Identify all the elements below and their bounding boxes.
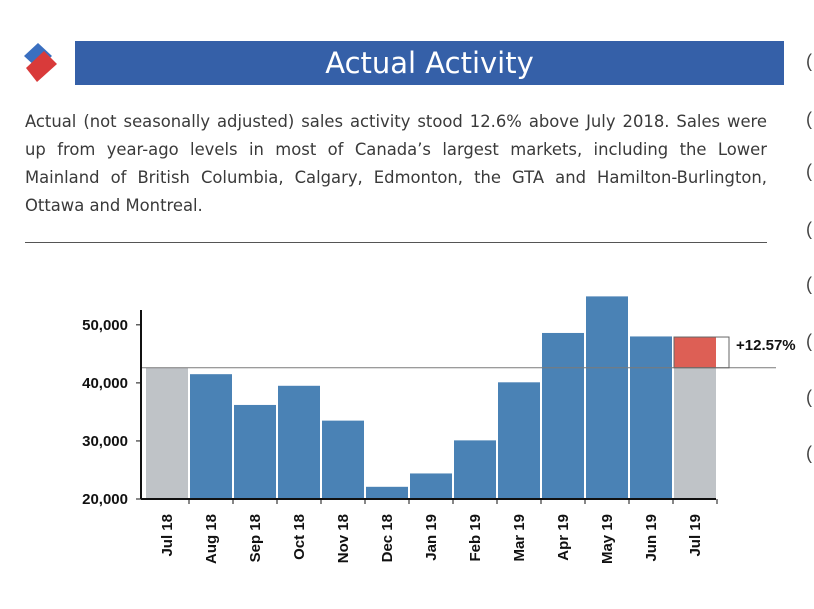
x-tick-label: Jun 19: [643, 514, 660, 562]
bar-apr-19: [542, 332, 584, 499]
x-tick-label: Dec 18: [379, 514, 396, 562]
y-tick-label: 50,000: [82, 317, 128, 334]
summary-paragraph: Actual (not seasonally adjusted) sales a…: [25, 112, 767, 215]
increase-annotation-label: +12.57%: [736, 337, 796, 354]
x-tick-label: Jul 18: [159, 514, 176, 557]
bar-jul-18: [146, 367, 188, 499]
x-tick-label: Feb 19: [467, 514, 484, 562]
bar-feb-19: [454, 440, 496, 499]
bar-sep-18: [234, 404, 276, 499]
x-tick-label: Aug 18: [203, 514, 220, 564]
x-tick-label: Sep 18: [247, 514, 264, 562]
x-tick-label: May 19: [599, 514, 616, 564]
bar-jun-19: [630, 336, 672, 499]
sales-activity-chart: Jul 18 Aug 18 Sep 18 Oct 18 Nov 18 Dec 18 Jan …: [82, 296, 796, 564]
clipped-edge-marks: ( ( ( ( ( ( ( (: [806, 51, 812, 463]
brand-logo-icon: [24, 43, 57, 82]
page-title: Actual Activity: [325, 46, 534, 80]
y-tick-label: 40,000: [82, 375, 128, 392]
bar-oct-18: [278, 385, 320, 499]
bar-jan-19: [410, 473, 452, 499]
x-tick-label: Oct 18: [291, 514, 308, 560]
divider: [25, 242, 767, 243]
x-tick-label: Mar 19: [511, 514, 528, 562]
x-tick-label: Apr 19: [555, 514, 572, 561]
increase-annotation-box: [673, 336, 730, 369]
bar-jul-19-base: [674, 367, 716, 499]
bar-jul-19-increase: [674, 337, 716, 368]
x-tick-label: Nov 18: [335, 514, 352, 563]
section-title-bar: Actual Activity: [75, 41, 784, 85]
bar-nov-18: [322, 420, 364, 499]
y-tick-label: 20,000: [82, 491, 128, 508]
y-tick-label: 30,000: [82, 433, 128, 450]
x-tick-label: Jan 19: [423, 514, 440, 561]
bar-aug-18: [190, 374, 232, 499]
x-tick-label: Jul 19: [687, 514, 704, 557]
bar-dec-18: [366, 486, 408, 499]
bar-may-19: [586, 296, 628, 499]
bar-mar-19: [498, 382, 540, 499]
